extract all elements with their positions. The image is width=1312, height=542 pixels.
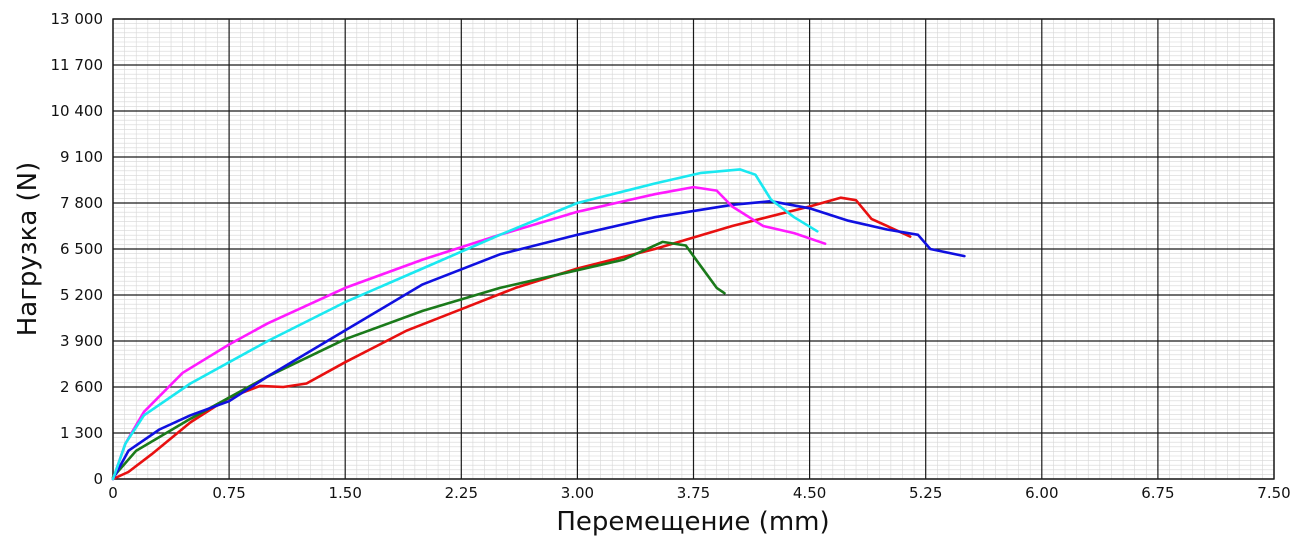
x-tick-label: 0 (108, 484, 118, 502)
x-tick-label: 6.75 (1141, 484, 1174, 502)
x-tick-label: 6.00 (1025, 484, 1058, 502)
y-tick-label: 1 300 (60, 424, 103, 442)
y-tick-label: 5 200 (60, 286, 103, 304)
x-tick-label: 2.25 (445, 484, 478, 502)
x-tick-labels: 0 0.75 1.50 2.25 3.00 3.75 4.50 5.25 6.00 6.75 7.5… (108, 484, 1290, 502)
x-tick-label: 3.00 (561, 484, 594, 502)
x-tick-label: 5.25 (909, 484, 942, 502)
y-tick-label: 9 100 (60, 148, 103, 166)
y-tick-label: 6 500 (60, 240, 103, 258)
y-tick-label: 3 900 (60, 332, 103, 350)
y-tick-label: 0 (93, 470, 103, 488)
y-axis-title: Нагрузка (N) (13, 162, 43, 337)
y-tick-label: 10 400 (51, 102, 104, 120)
x-axis-title: Перемещение (mm) (556, 507, 829, 537)
y-tick-label: 11 700 (51, 56, 104, 74)
x-tick-label: 0.75 (212, 484, 245, 502)
x-tick-label: 3.75 (677, 484, 710, 502)
x-tick-label: 1.50 (328, 484, 361, 502)
y-tick-labels: 0 1 300 2 600 3 900 5 200 6 500 7 800 9 100 10 4… (51, 10, 104, 488)
series-line-5 (111, 168, 819, 481)
plot-frame (112, 18, 1275, 480)
x-tick-label: 7.50 (1257, 484, 1290, 502)
major-grid (112, 18, 1275, 480)
y-tick-label: 2 600 (60, 378, 103, 396)
series-line-3 (111, 199, 966, 481)
x-tick-label: 4.50 (793, 484, 826, 502)
y-tick-label: 13 000 (51, 10, 104, 28)
y-tick-label: 7 800 (60, 194, 103, 212)
series-line-1 (111, 196, 912, 481)
series-layer (111, 168, 966, 481)
